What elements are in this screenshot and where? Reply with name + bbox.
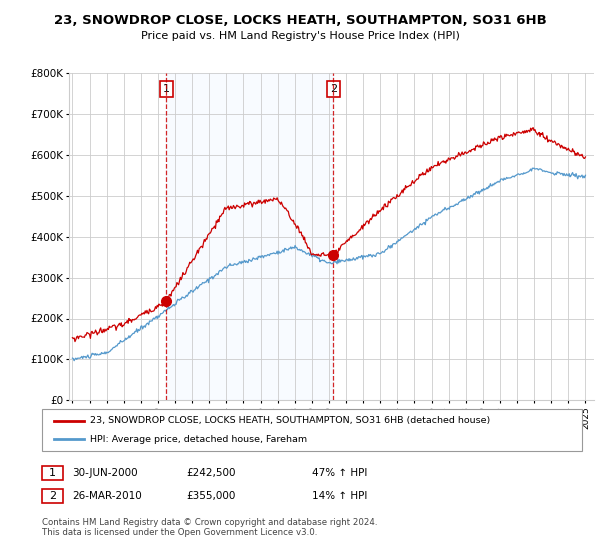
- Text: 23, SNOWDROP CLOSE, LOCKS HEATH, SOUTHAMPTON, SO31 6HB (detached house): 23, SNOWDROP CLOSE, LOCKS HEATH, SOUTHAM…: [90, 416, 490, 425]
- Text: £242,500: £242,500: [186, 468, 235, 478]
- Text: Contains HM Land Registry data © Crown copyright and database right 2024.
This d: Contains HM Land Registry data © Crown c…: [42, 518, 377, 538]
- Bar: [166, 73, 333, 400]
- Text: 2: 2: [49, 491, 56, 501]
- Text: 26-MAR-2010: 26-MAR-2010: [72, 491, 142, 501]
- Text: 23, SNOWDROP CLOSE, LOCKS HEATH, SOUTHAMPTON, SO31 6HB: 23, SNOWDROP CLOSE, LOCKS HEATH, SOUTHAM…: [53, 14, 547, 27]
- Text: HPI: Average price, detached house, Fareham: HPI: Average price, detached house, Fare…: [90, 435, 307, 444]
- Text: 1: 1: [163, 84, 170, 94]
- Text: 14% ↑ HPI: 14% ↑ HPI: [312, 491, 367, 501]
- Text: 1: 1: [49, 468, 56, 478]
- Text: 2: 2: [329, 84, 337, 94]
- Text: 30-JUN-2000: 30-JUN-2000: [72, 468, 137, 478]
- Text: £355,000: £355,000: [186, 491, 235, 501]
- Text: Price paid vs. HM Land Registry's House Price Index (HPI): Price paid vs. HM Land Registry's House …: [140, 31, 460, 41]
- Text: 47% ↑ HPI: 47% ↑ HPI: [312, 468, 367, 478]
